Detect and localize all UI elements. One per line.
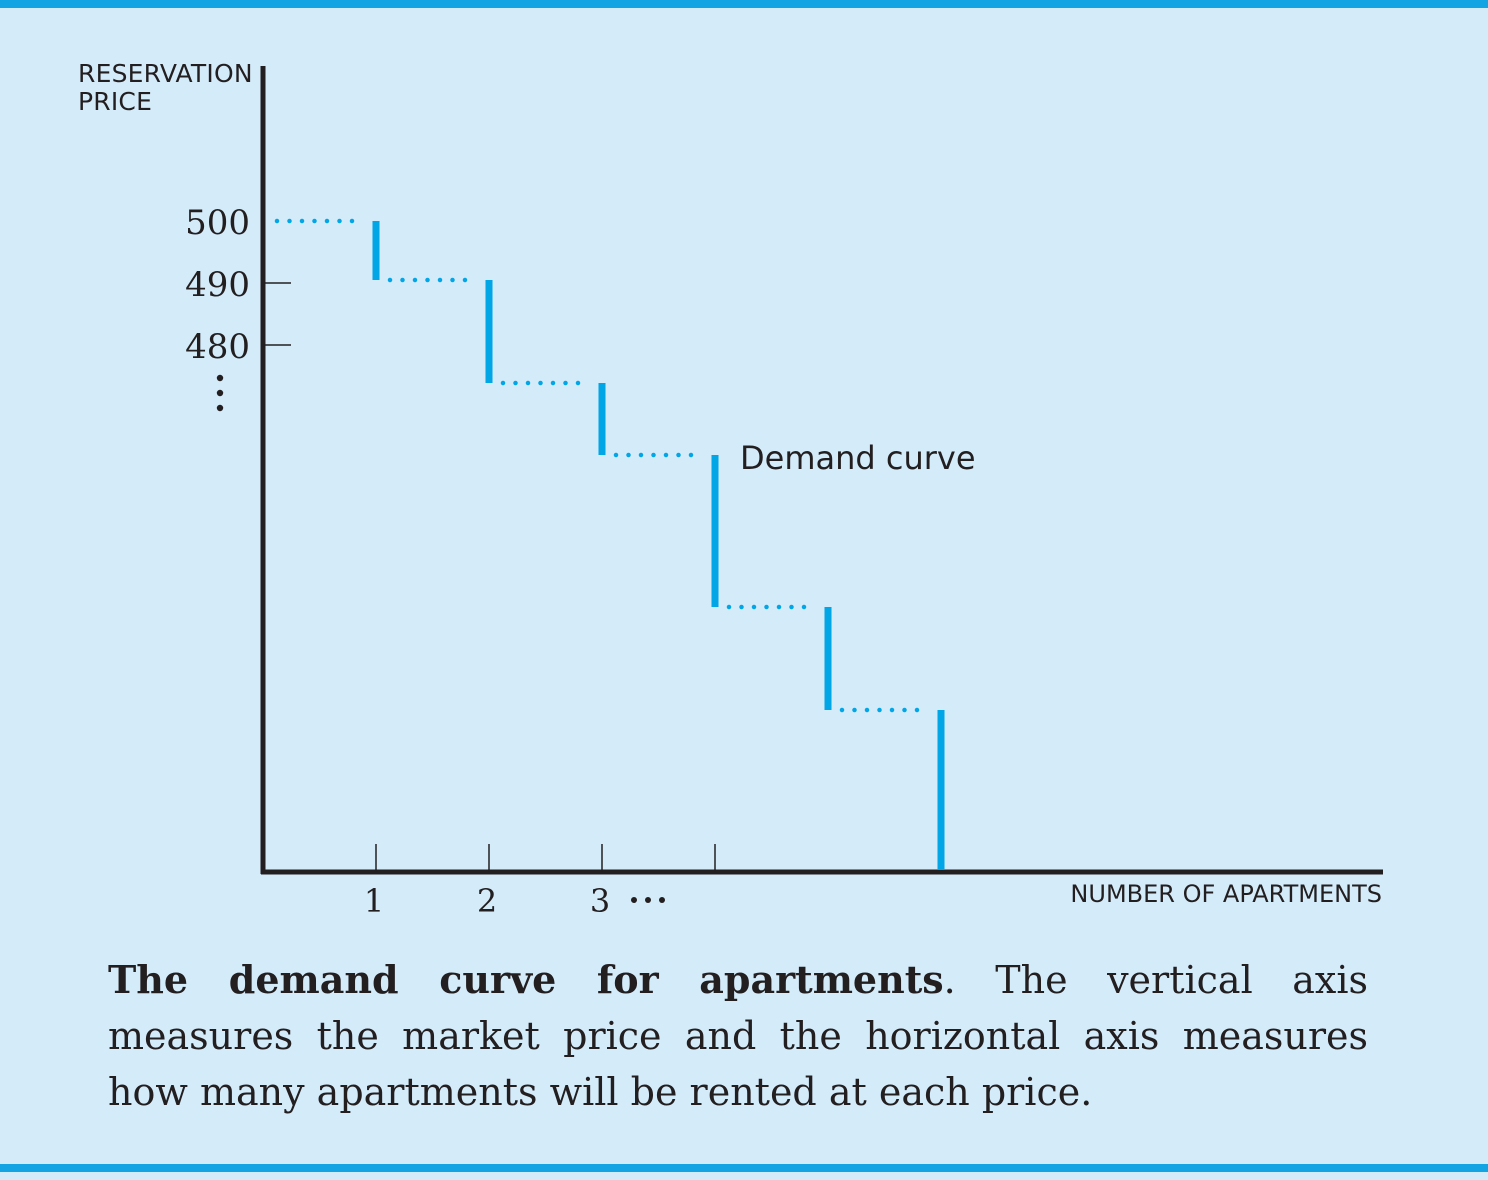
x-continuation-dot bbox=[659, 897, 665, 903]
y-axis-label: RESERVATION PRICE bbox=[78, 60, 253, 116]
demand-chart: 500 490 480 1 2 3 Demand curve bbox=[185, 66, 1383, 920]
caption-text: . The vertical axis measures the market … bbox=[108, 958, 1368, 1114]
y-tick-label: 480 bbox=[185, 327, 250, 367]
x-tick-label: 2 bbox=[477, 882, 497, 920]
x-axis-label: NUMBER OF APARTMENTS bbox=[1070, 880, 1382, 908]
x-continuation-dot bbox=[631, 897, 637, 903]
x-tick-label: 3 bbox=[590, 882, 610, 920]
x-tick-label: 1 bbox=[364, 882, 384, 920]
x-continuation-dot bbox=[645, 897, 651, 903]
y-tick-label: 490 bbox=[185, 265, 250, 305]
y-continuation-dot bbox=[216, 374, 224, 382]
y-tick-label: 500 bbox=[185, 203, 250, 243]
figure-caption: The demand curve for apartments. The ver… bbox=[108, 952, 1368, 1120]
y-axis-label-line1: RESERVATION bbox=[78, 59, 253, 88]
y-axis-label-line2: PRICE bbox=[78, 87, 153, 116]
demand-curve-label: Demand curve bbox=[740, 439, 976, 477]
caption-title: The demand curve for apartments bbox=[108, 957, 944, 1002]
y-continuation-dot bbox=[216, 389, 224, 397]
y-continuation-dot bbox=[216, 404, 224, 412]
